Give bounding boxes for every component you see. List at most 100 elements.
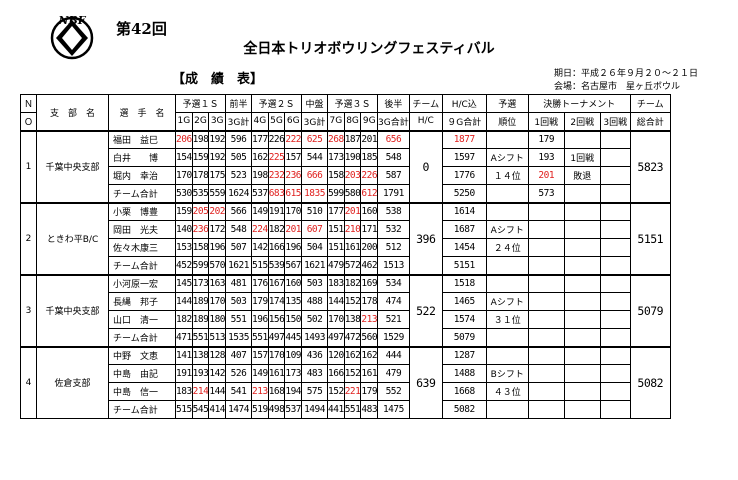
score-cell: 191: [267, 201, 286, 221]
score-cell: 144: [327, 292, 345, 311]
score-cell: 205: [191, 201, 210, 221]
table-row: 3 千葉中央支部 小河原一宏 145 173 163 481 176 167 160 503 183 1…: [20, 273, 671, 347]
round3-cell: [599, 400, 631, 419]
score-cell: 173: [327, 148, 345, 167]
round1-score: [527, 292, 565, 311]
score-cell: 436: [301, 345, 329, 365]
col-hc: H/C: [408, 112, 443, 131]
player-name: 小栗 博豊: [108, 201, 176, 221]
score-cell: 152: [343, 292, 362, 311]
score-cell: 551: [225, 310, 253, 329]
round1-score: [527, 238, 565, 257]
score-cell: 1494: [301, 400, 329, 419]
round3-cell: [599, 364, 631, 383]
nine-game-total: 1454: [441, 238, 487, 257]
round2-cell: [563, 273, 601, 293]
prelim-rank: ４３位: [485, 382, 529, 401]
player-name: チーム合計: [108, 400, 176, 419]
col-g2: 2G: [191, 112, 210, 131]
score-cell: 513: [208, 328, 227, 347]
score-cell: 539: [267, 256, 286, 275]
round3-cell: [599, 129, 631, 149]
prelim-rank: [485, 345, 529, 365]
score-cell: 144: [208, 382, 227, 401]
team-grand-total: 5082: [629, 345, 671, 419]
round2-cell: [563, 238, 601, 257]
score-cell: 162: [251, 148, 269, 167]
score-cell: 149: [251, 201, 269, 221]
score-cell: 213: [360, 310, 379, 329]
round3-cell: [599, 273, 631, 293]
prelim-rank: [485, 400, 529, 419]
col-3g-total: 3G計: [225, 112, 253, 131]
score-cell: 170: [267, 345, 286, 365]
score-cell: 504: [301, 238, 329, 257]
page-title: 全日本トリオボウリングフェスティバル: [243, 41, 495, 57]
score-cell: 497: [327, 328, 345, 347]
branch-name: 千葉中央支部: [36, 273, 109, 347]
table-row: チーム合計 530 535 559 1624 537 683 615 1835 599 580 612…: [21, 184, 671, 203]
score-cell: 178: [360, 292, 379, 311]
score-cell: 176: [251, 273, 269, 293]
round3-cell: [599, 310, 631, 329]
score-cell: 224: [251, 220, 269, 239]
score-cell: 161: [360, 364, 379, 383]
col-g5: 5G: [267, 112, 286, 131]
col-team: チーム: [408, 94, 443, 113]
prelim-rank: [485, 328, 529, 347]
col-g8: 8G: [343, 112, 362, 131]
player-name: 岡田 光夫: [108, 220, 176, 239]
col-rank: 順位: [485, 112, 529, 131]
table-row: 岡田 光夫 140 236 172 548 224 182 201 607 151 210 171 53…: [21, 220, 671, 239]
score-cell: 135: [284, 292, 303, 311]
score-cell: 575: [301, 382, 329, 401]
round1-score: [527, 256, 565, 275]
col-mid: 中盤: [301, 94, 329, 113]
round1-score: [527, 328, 565, 347]
score-cell: 414: [208, 400, 227, 419]
score-cell: 196: [284, 238, 303, 257]
score-cell: 462: [360, 256, 379, 275]
team-grand-total: 5823: [629, 129, 671, 203]
nine-game-total: 1597: [441, 148, 487, 167]
round1-score: [527, 400, 565, 419]
score-cell: 182: [343, 273, 362, 293]
col-q3: 予選３Ｓ: [327, 94, 379, 113]
col-g4: 4G: [251, 112, 269, 131]
table-row: 中島 由記 191 193 142 526 149 161 173 483 166 152 161 47…: [21, 364, 671, 383]
score-cell: 580: [343, 184, 362, 203]
player-name: チーム合計: [108, 256, 176, 275]
score-cell: 268: [327, 129, 345, 149]
round2-cell: 1回戦: [563, 148, 601, 167]
round3-cell: [599, 238, 631, 257]
score-cell: 683: [267, 184, 286, 203]
score-cell: 1791: [377, 184, 410, 203]
nine-game-total: 1488: [441, 364, 487, 383]
score-cell: 153: [175, 238, 193, 257]
score-cell: 174: [267, 292, 286, 311]
score-cell: 474: [377, 292, 410, 311]
event-period: 期日：平成２６年９月２０～２１日: [554, 69, 699, 79]
prelim-rank: [485, 201, 529, 221]
prelim-rank: Aシフト: [485, 292, 529, 311]
score-cell: 200: [360, 238, 379, 257]
nine-game-total: 1287: [441, 345, 487, 365]
score-cell: 150: [284, 310, 303, 329]
score-cell: 175: [208, 166, 227, 185]
score-cell: 498: [267, 400, 286, 419]
score-cell: 479: [327, 256, 345, 275]
branch-name: 千葉中央支部: [36, 129, 109, 203]
prelim-rank: [485, 184, 529, 203]
score-cell: 141: [175, 345, 193, 365]
score-cell: 481: [225, 273, 253, 293]
score-cell: 532: [377, 220, 410, 239]
score-cell: 158: [191, 238, 210, 257]
score-cell: 192: [208, 129, 227, 149]
score-cell: 202: [208, 201, 227, 221]
round3-cell: [599, 184, 631, 203]
col-first-half: 前半: [225, 94, 253, 113]
score-cell: 152: [327, 382, 345, 401]
prelim-rank: Bシフト: [485, 364, 529, 383]
score-cell: 190: [343, 148, 362, 167]
round1-score: [527, 220, 565, 239]
